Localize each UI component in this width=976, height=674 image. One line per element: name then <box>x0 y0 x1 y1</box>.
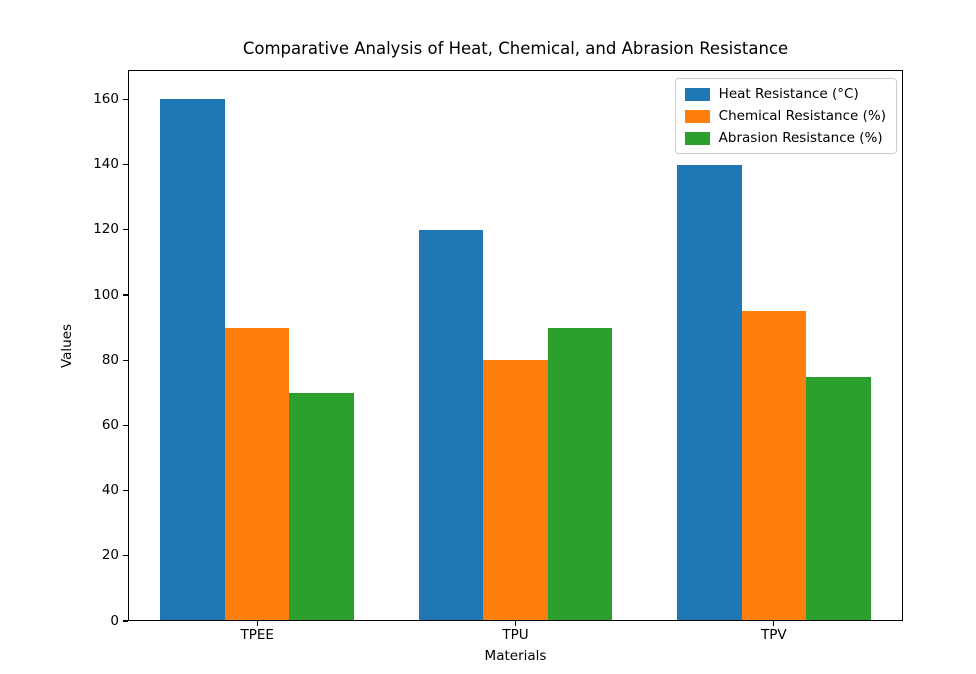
y-tick-mark <box>123 620 128 622</box>
y-tick-label: 100 <box>93 286 119 303</box>
x-axis-label: Materials <box>484 648 547 664</box>
legend-swatch <box>684 131 710 145</box>
plot-area: Heat Resistance (°C) Chemical Resistance … <box>123 70 903 626</box>
chart-title: Comparative Analysis of Heat, Chemical, … <box>242 39 789 58</box>
bar-tpee-series-2 <box>289 392 354 621</box>
x-tick-label: TPEE <box>240 627 274 643</box>
y-tick-label: 160 <box>93 90 119 107</box>
y-tick-label: 80 <box>101 351 119 368</box>
y-tick-label: 20 <box>101 547 119 564</box>
legend-swatch <box>684 109 710 123</box>
legend-item: Abrasion Resistance (%) <box>684 130 886 146</box>
bar-tpv-series-2 <box>806 376 871 621</box>
legend-label: Abrasion Resistance (%) <box>718 130 883 146</box>
x-tick-mark <box>256 621 258 626</box>
x-tick-label: TPU <box>502 627 529 643</box>
y-tick-mark <box>123 359 128 361</box>
y-tick-mark <box>123 164 128 166</box>
bar-tpee-series-1 <box>224 327 290 621</box>
y-tick-mark <box>123 98 128 100</box>
y-tick-label: 0 <box>110 612 119 629</box>
y-tick-label: 120 <box>93 221 119 238</box>
x-tick-label: TPV <box>760 627 787 643</box>
legend-label: Chemical Resistance (%) <box>718 108 886 124</box>
y-tick-mark <box>123 490 128 492</box>
bar-tpu-series-2 <box>547 327 613 621</box>
bar-tpee-series-0 <box>160 99 225 621</box>
bar-tpu-series-1 <box>483 360 548 621</box>
y-tick-label: 60 <box>101 416 119 433</box>
x-tick-mark <box>773 621 775 626</box>
x-tick-mark <box>514 621 517 626</box>
y-tick-mark <box>123 555 128 557</box>
legend-item: Heat Resistance (°C) <box>684 86 886 102</box>
legend-label: Heat Resistance (°C) <box>718 86 859 102</box>
legend-item: Chemical Resistance (%) <box>684 108 886 124</box>
bar-tpv-series-0 <box>677 164 742 621</box>
bar-tpv-series-1 <box>741 311 807 621</box>
y-tick-label: 140 <box>93 156 119 173</box>
y-tick-mark <box>123 294 128 296</box>
bar-tpu-series-0 <box>418 229 484 621</box>
legend-swatch <box>684 87 710 101</box>
y-tick-mark <box>123 424 128 426</box>
y-tick-label: 40 <box>101 482 119 499</box>
y-tick-mark <box>123 229 128 231</box>
legend: Heat Resistance (°C) Chemical Resistance … <box>674 78 897 154</box>
